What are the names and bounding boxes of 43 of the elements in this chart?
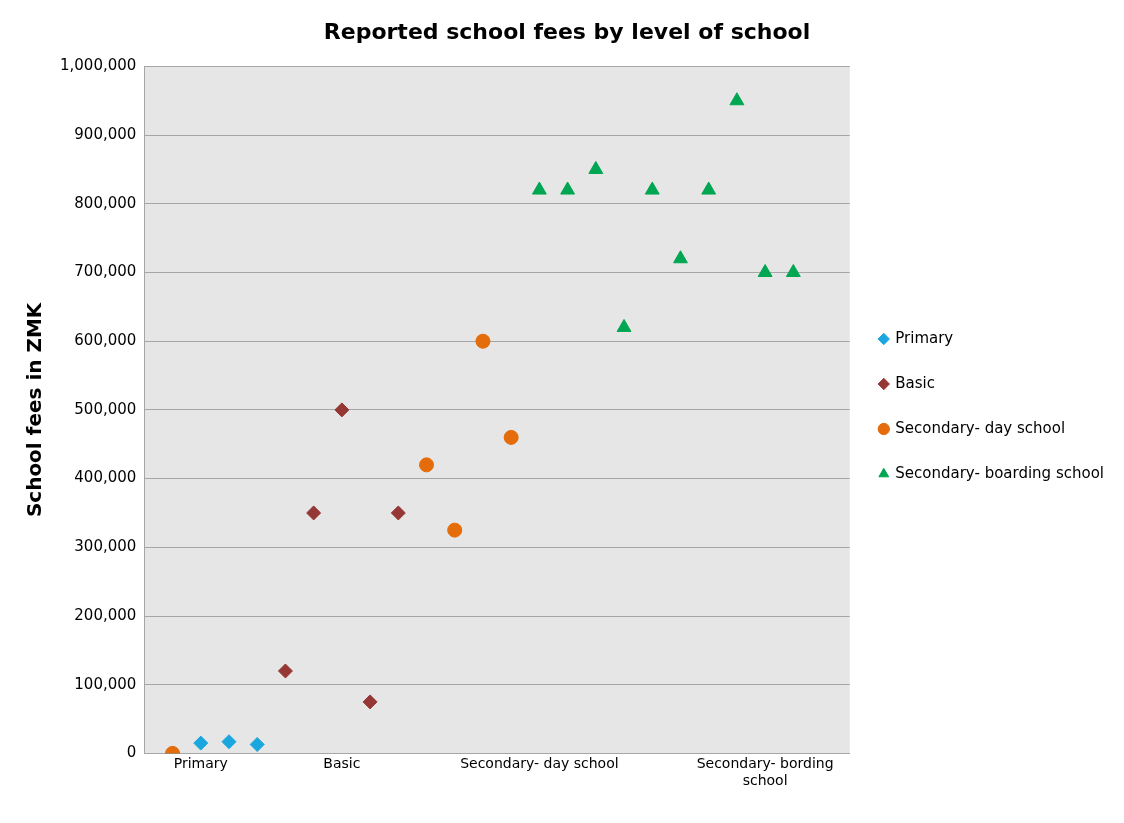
y-axis-title: School fees in ZMK [22, 301, 47, 518]
point [419, 457, 435, 473]
point [785, 264, 801, 277]
legend-label: Secondary- day school [895, 418, 1066, 437]
legend-label: Basic [895, 373, 935, 392]
point [362, 694, 378, 710]
point [560, 181, 576, 195]
y-tick-label: 400,000 [74, 468, 137, 487]
point [277, 663, 293, 679]
x-tick-label: Primary [173, 755, 228, 772]
point [729, 92, 745, 106]
point [306, 505, 322, 521]
point [531, 181, 547, 195]
y-tick-label: 900,000 [74, 124, 137, 143]
point [334, 402, 350, 418]
y-tick-label: 200,000 [74, 605, 137, 624]
chart-title: Reported school fees by level of school [323, 18, 811, 44]
point [616, 318, 632, 332]
x-tick-label: Basic [323, 755, 361, 772]
point [701, 181, 717, 195]
point [503, 429, 519, 445]
y-tick-label: 500,000 [74, 399, 137, 418]
point [390, 505, 406, 521]
legend-label: Secondary- boarding school [895, 463, 1105, 482]
x-tick-label: Secondary- bording school [696, 755, 834, 789]
point [588, 160, 604, 174]
legend-label: Primary [895, 328, 954, 347]
y-tick-label: 700,000 [74, 262, 137, 281]
x-tick-label: Secondary- day school [460, 755, 619, 772]
y-tick-label: 800,000 [74, 193, 137, 212]
point [673, 250, 688, 264]
point [221, 734, 237, 750]
point [644, 181, 660, 195]
point [249, 736, 265, 752]
point [475, 333, 491, 349]
y-tick-label: 100,000 [74, 674, 137, 693]
y-tick-label: 300,000 [74, 537, 137, 556]
point [757, 264, 773, 277]
y-tick-label: 0 [126, 743, 137, 762]
y-tick-label: 1,000,000 [60, 56, 137, 75]
y-tick-label: 600,000 [74, 331, 137, 350]
point [193, 735, 209, 751]
point [447, 522, 463, 538]
